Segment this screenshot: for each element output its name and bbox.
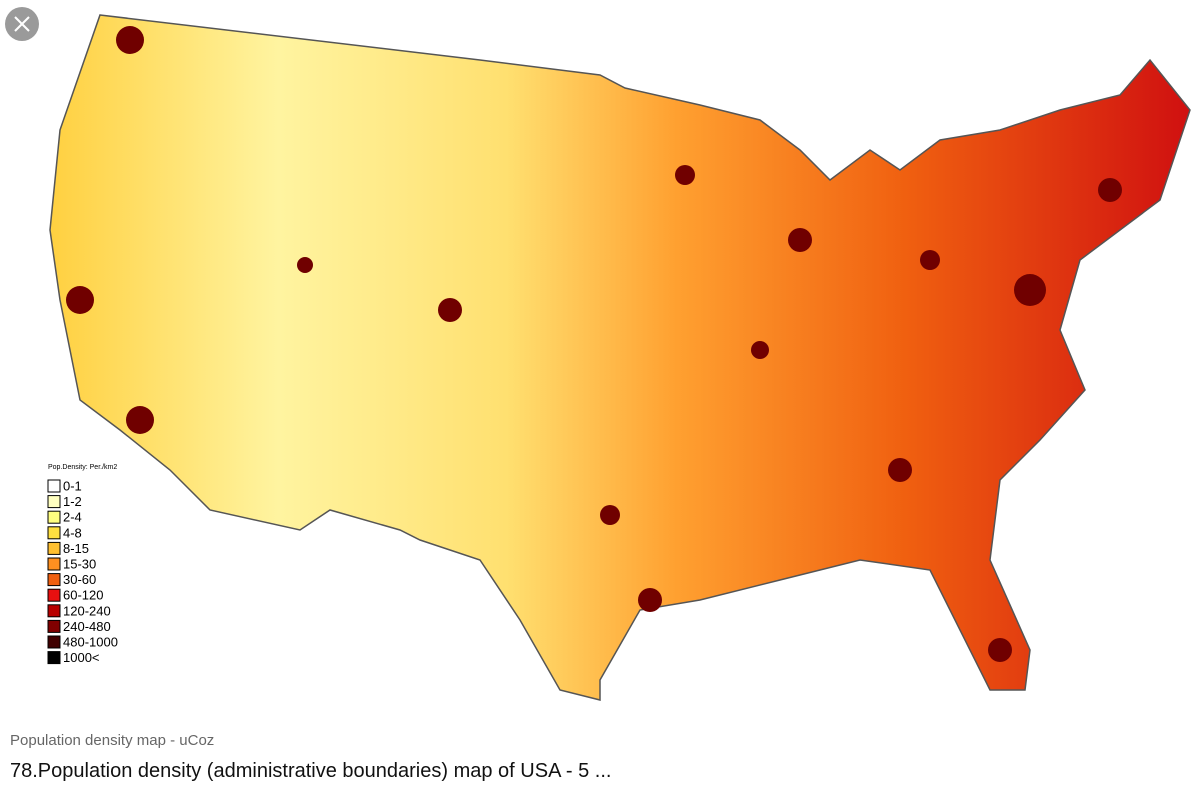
- legend-swatch: [47, 510, 61, 524]
- legend-label: 8-15: [63, 541, 89, 556]
- legend-label: 1-2: [63, 494, 82, 509]
- legend-title: Pop.Density: Per./km2: [48, 464, 117, 471]
- legend-label: 30-60: [63, 572, 96, 587]
- legend-label: 1000<: [63, 650, 100, 665]
- legend-label: 120-240: [63, 603, 111, 618]
- legend-label: 4-8: [63, 525, 82, 540]
- legend: 0-11-22-44-88-1515-3030-6060-120120-2402…: [47, 479, 118, 665]
- legend-label: 60-120: [63, 588, 103, 603]
- caption-title[interactable]: 78.Population density (administrative bo…: [10, 760, 612, 782]
- legend-swatch: [47, 635, 61, 649]
- legend-swatch: [47, 526, 61, 540]
- legend-swatch: [47, 479, 61, 493]
- legend-swatch: [47, 604, 61, 618]
- legend-label: 240-480: [63, 619, 111, 634]
- legend-swatch: [47, 495, 61, 509]
- legend-label: 15-30: [63, 557, 96, 572]
- close-button[interactable]: [5, 7, 39, 41]
- legend-label: 2-4: [63, 510, 82, 525]
- city-clusters: [66, 26, 1122, 662]
- map-image: Pop.Density: Per./km2 0-11-22-44-88-1515…: [5, 7, 1191, 701]
- legend-label: 480-1000: [63, 635, 118, 650]
- us-outline: [49, 14, 1191, 701]
- legend-swatch: [47, 619, 61, 633]
- legend-swatch: [47, 588, 61, 602]
- legend-swatch: [47, 573, 61, 587]
- legend-label: 0-1: [63, 479, 82, 494]
- legend-swatch: [47, 557, 61, 571]
- legend-swatch: [47, 541, 61, 555]
- caption-source[interactable]: Population density map - uCoz: [10, 732, 215, 749]
- legend-swatch: [47, 651, 61, 665]
